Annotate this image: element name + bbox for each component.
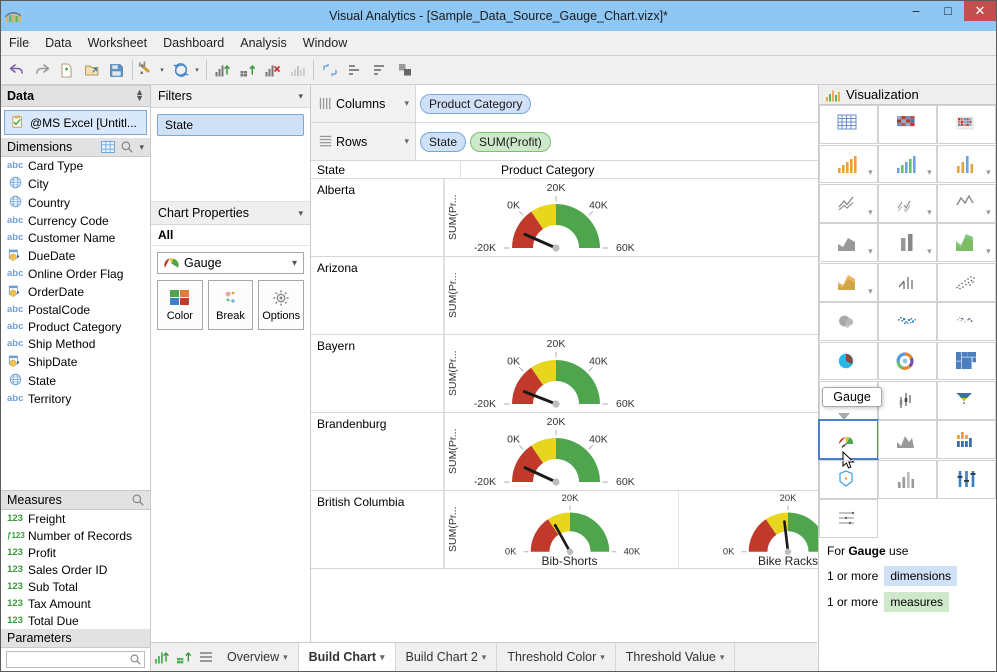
svg-text:60K: 60K <box>616 242 635 254</box>
svg-text:20K: 20K <box>780 493 797 503</box>
svg-text:40K: 40K <box>623 546 640 556</box>
svg-text:40K: 40K <box>589 356 608 368</box>
svg-text:40K: 40K <box>589 200 608 212</box>
svg-text:20K: 20K <box>547 416 566 428</box>
svg-text:-20K: -20K <box>474 476 496 488</box>
svg-text:20K: 20K <box>561 493 578 503</box>
svg-text:0K: 0K <box>507 434 520 446</box>
svg-text:0K: 0K <box>507 200 520 212</box>
svg-text:-20K: -20K <box>474 398 496 410</box>
svg-text:0K: 0K <box>504 546 516 556</box>
svg-text:-20K: -20K <box>474 242 496 254</box>
svg-text:0K: 0K <box>723 546 735 556</box>
svg-text:60K: 60K <box>616 476 635 488</box>
svg-text:0K: 0K <box>507 356 520 368</box>
svg-text:60K: 60K <box>616 398 635 410</box>
svg-text:40K: 40K <box>589 434 608 446</box>
svg-text:20K: 20K <box>547 182 566 194</box>
svg-text:20K: 20K <box>547 338 566 350</box>
